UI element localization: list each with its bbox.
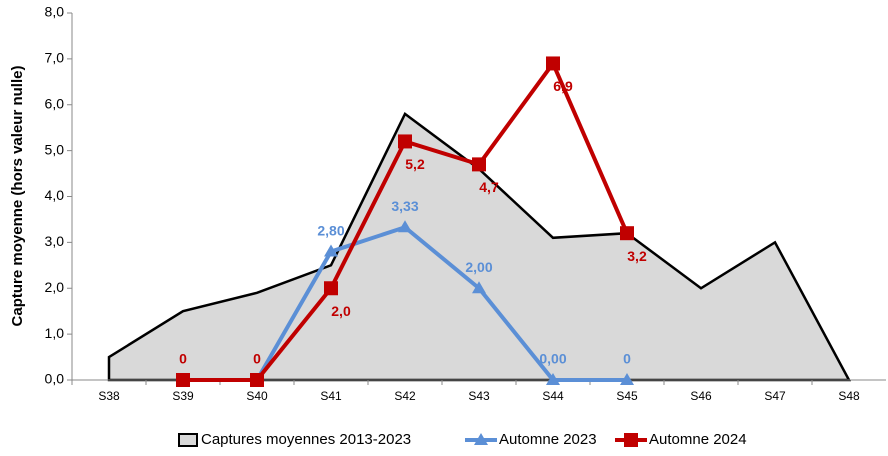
- y-tick-label: 3,0: [45, 233, 65, 249]
- x-tick-label: S46: [690, 389, 712, 403]
- data-label: 6,9: [553, 78, 573, 94]
- legend-marker: [474, 433, 488, 445]
- y-tick-label: 8,0: [45, 4, 65, 20]
- marker: [472, 157, 486, 172]
- x-tick-label: S45: [616, 389, 638, 403]
- data-label: 0: [623, 351, 631, 367]
- x-tick-label: S40: [246, 389, 268, 403]
- data-label: 0: [179, 351, 187, 367]
- y-tick-label: 6,0: [45, 95, 65, 111]
- y-axis-label: Capture moyenne (hors valeur nulle): [9, 66, 26, 327]
- marker: [250, 373, 264, 387]
- marker: [324, 244, 338, 257]
- marker: [546, 56, 560, 71]
- marker: [398, 220, 412, 233]
- data-label: 3,2: [627, 248, 647, 264]
- data-label: 2,80: [317, 222, 344, 238]
- marker: [472, 281, 486, 294]
- x-tick-label: S38: [98, 389, 120, 403]
- y-tick-label: 2,0: [45, 279, 65, 295]
- data-label: 3,33: [391, 198, 418, 214]
- y-tick-label: 5,0: [45, 141, 65, 157]
- legend-label: Automne 2023: [499, 431, 597, 448]
- y-tick-label: 1,0: [45, 325, 65, 341]
- data-label: 2,00: [465, 259, 492, 275]
- data-label: 0,00: [539, 351, 566, 367]
- legend-label: Captures moyennes 2013-2023: [201, 431, 411, 448]
- data-label: 4,7: [479, 179, 499, 195]
- y-tick-label: 0,0: [45, 371, 65, 387]
- x-tick-label: S48: [838, 389, 860, 403]
- data-label: 0: [253, 351, 261, 367]
- legend-marker: [624, 433, 638, 447]
- marker: [546, 373, 560, 385]
- legend-swatch: [178, 433, 198, 447]
- x-tick-label: S47: [764, 389, 786, 403]
- x-tick-label: S42: [394, 389, 416, 403]
- marker: [398, 134, 412, 149]
- marker: [620, 226, 634, 241]
- area: [107, 112, 852, 382]
- marker: [620, 373, 634, 385]
- line: [255, 225, 627, 382]
- y-tick-label: 4,0: [45, 187, 65, 203]
- x-tick-label: S41: [320, 389, 342, 403]
- x-tick-label: S43: [468, 389, 490, 403]
- marker: [176, 373, 190, 387]
- legend-label: Automne 2024: [649, 431, 747, 448]
- x-tick-label: S39: [172, 389, 194, 403]
- y-tick-label: 7,0: [45, 50, 65, 66]
- x-tick-label: S44: [542, 389, 564, 403]
- marker: [324, 281, 338, 296]
- data-label: 2,0: [331, 303, 351, 319]
- data-label: 5,2: [405, 156, 425, 172]
